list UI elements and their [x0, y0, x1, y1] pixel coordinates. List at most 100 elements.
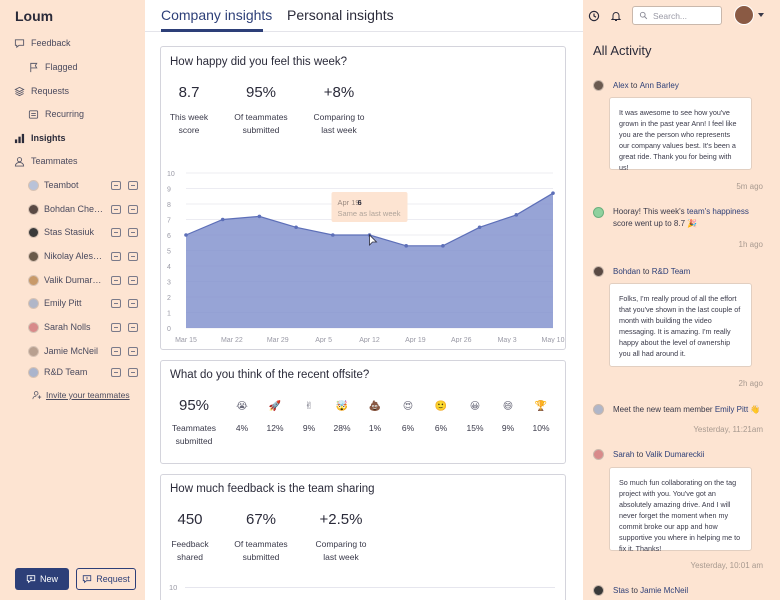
- reaction-percent: 9%: [501, 423, 515, 433]
- teammate-item[interactable]: Emily Pitt: [28, 294, 138, 312]
- sidebar-item-recurring[interactable]: Recurring: [28, 105, 84, 123]
- give-feedback-icon[interactable]: [111, 251, 121, 261]
- stat-label: Feedback: [171, 539, 209, 549]
- neutral-face-icon: 🙂: [434, 401, 448, 412]
- avatar: [28, 321, 39, 333]
- stat-submitted: 95% Teammates submitted: [169, 397, 219, 448]
- teammate-name: Nikolay Alesconko: [44, 251, 104, 261]
- sidebar-item-feedback[interactable]: Feedback: [14, 34, 71, 52]
- user-icon: [14, 156, 25, 167]
- sidebar-item-insights[interactable]: Insights: [14, 129, 66, 147]
- sidebar-item-requests[interactable]: Requests: [14, 82, 69, 100]
- teammate-item[interactable]: R&D Team: [28, 363, 138, 381]
- bell-icon[interactable]: [610, 10, 622, 22]
- sidebar-item-teammates[interactable]: Teammates: [14, 152, 78, 170]
- request-feedback-icon[interactable]: [128, 367, 138, 377]
- y-tick-label: 9: [167, 187, 171, 194]
- y-tick-label: 4: [167, 264, 171, 271]
- reaction-item: 💩 1%: [360, 401, 390, 433]
- y-tick-label: 5: [167, 249, 171, 256]
- stat-label: Teammates: [172, 423, 216, 433]
- mind-blown-icon: 🤯: [335, 401, 349, 412]
- avatar: [28, 366, 39, 378]
- teammate-name: Valik Dumarecki: [44, 275, 104, 285]
- recipient-link[interactable]: Ann Barley: [639, 81, 679, 90]
- teammate-name: Teambot: [44, 180, 79, 190]
- request-icon: [83, 575, 92, 584]
- activity-entry: Stas to Jamie McNeil: [593, 585, 773, 596]
- teammate-item[interactable]: Jamie McNeil: [28, 342, 138, 360]
- request-feedback-icon[interactable]: [128, 346, 138, 356]
- y-tick-label: 8: [167, 202, 171, 209]
- request-feedback-icon[interactable]: [128, 275, 138, 285]
- teammate-item[interactable]: Stas Stasiuk: [28, 223, 138, 241]
- request-feedback-icon[interactable]: [128, 322, 138, 332]
- give-feedback-icon[interactable]: [111, 180, 121, 190]
- user-avatar[interactable]: [734, 5, 754, 25]
- wave-icon: 👋: [750, 405, 761, 414]
- reaction-item: 🚀 12%: [260, 401, 290, 433]
- tab-company-insights[interactable]: Company insights: [161, 7, 273, 23]
- teammate-item[interactable]: Sarah Nolls: [28, 318, 138, 336]
- chevron-down-icon[interactable]: [758, 13, 764, 17]
- request-feedback-icon[interactable]: [128, 298, 138, 308]
- give-feedback-icon[interactable]: [111, 322, 121, 332]
- cursor-icon: [369, 234, 378, 246]
- stat-label: Comparing to: [315, 539, 367, 549]
- stat-value: +2.5%: [319, 511, 363, 528]
- give-feedback-icon[interactable]: [111, 204, 121, 214]
- stat-feedback-shared: 450 Feedback shared: [169, 511, 211, 564]
- x-tick-label: Mar 15: [175, 337, 197, 343]
- data-point: [404, 244, 408, 248]
- sender-link[interactable]: Stas: [613, 586, 630, 595]
- search-input[interactable]: Search...: [632, 6, 722, 25]
- teammate-item[interactable]: Teambot: [28, 176, 138, 194]
- request-feedback-icon[interactable]: [128, 180, 138, 190]
- invite-teammates-link[interactable]: Invite your teammates: [32, 390, 130, 400]
- give-feedback-icon[interactable]: [111, 346, 121, 356]
- activity-text: Meet the new team member: [613, 405, 713, 414]
- teammate-item[interactable]: Nikolay Alesconko: [28, 247, 138, 265]
- give-feedback-icon[interactable]: [111, 227, 121, 237]
- sidebar-item-flagged[interactable]: Flagged: [28, 58, 78, 76]
- x-tick-label: Apr 12: [359, 337, 380, 343]
- sidebar-item-label: Insights: [31, 133, 66, 143]
- recipient-link[interactable]: Valik Dumareckii: [645, 450, 705, 459]
- avatar: [28, 179, 39, 191]
- give-feedback-icon[interactable]: [111, 275, 121, 285]
- stat-label: last week: [323, 552, 359, 562]
- avatar: [28, 274, 39, 286]
- give-feedback-icon[interactable]: [111, 367, 121, 377]
- request-feedback-icon[interactable]: [128, 251, 138, 261]
- clock-icon[interactable]: [588, 10, 600, 22]
- new-button[interactable]: New: [15, 568, 69, 590]
- request-button[interactable]: Request: [76, 568, 136, 590]
- happiness-card: How happy did you feel this week? 8.7 Th…: [160, 46, 566, 350]
- tab-personal-insights[interactable]: Personal insights: [287, 7, 394, 23]
- to-word: to: [631, 586, 638, 595]
- reaction-percent: 10%: [532, 423, 550, 433]
- data-point: [477, 225, 482, 230]
- request-feedback-icon[interactable]: [128, 227, 138, 237]
- sender-link[interactable]: Bohdan: [613, 267, 641, 276]
- request-button-label: Request: [96, 574, 130, 584]
- new-button-label: New: [39, 574, 58, 584]
- reaction-percent: 9%: [302, 423, 316, 433]
- add-user-icon: [32, 391, 42, 400]
- stat-score: 8.7 This week score: [169, 84, 209, 137]
- sender-link[interactable]: Alex: [613, 81, 629, 90]
- give-feedback-icon[interactable]: [111, 298, 121, 308]
- teammate-item[interactable]: Valik Dumarecki: [28, 271, 138, 289]
- x-tick-label: Mar 22: [221, 337, 243, 343]
- recipient-link[interactable]: R&D Team: [651, 267, 691, 276]
- happiness-link[interactable]: team's happiness: [686, 207, 749, 216]
- avatar: [28, 226, 39, 238]
- sidebar-item-label: Teammates: [31, 156, 78, 166]
- active-tab-indicator: [161, 29, 263, 32]
- happiness-chart: 0 1 2 3 4 5 6 7 8 9 10 Mar 15 Mar 22 Mar 29 Apr 5 Apr 1…: [167, 171, 565, 343]
- sender-link[interactable]: Sarah: [613, 450, 635, 459]
- request-feedback-icon[interactable]: [128, 204, 138, 214]
- member-link[interactable]: Emily Pitt: [714, 405, 749, 414]
- recipient-link[interactable]: Jamie McNeil: [640, 586, 689, 595]
- teammate-item[interactable]: Bohdan Cherniak: [28, 200, 138, 218]
